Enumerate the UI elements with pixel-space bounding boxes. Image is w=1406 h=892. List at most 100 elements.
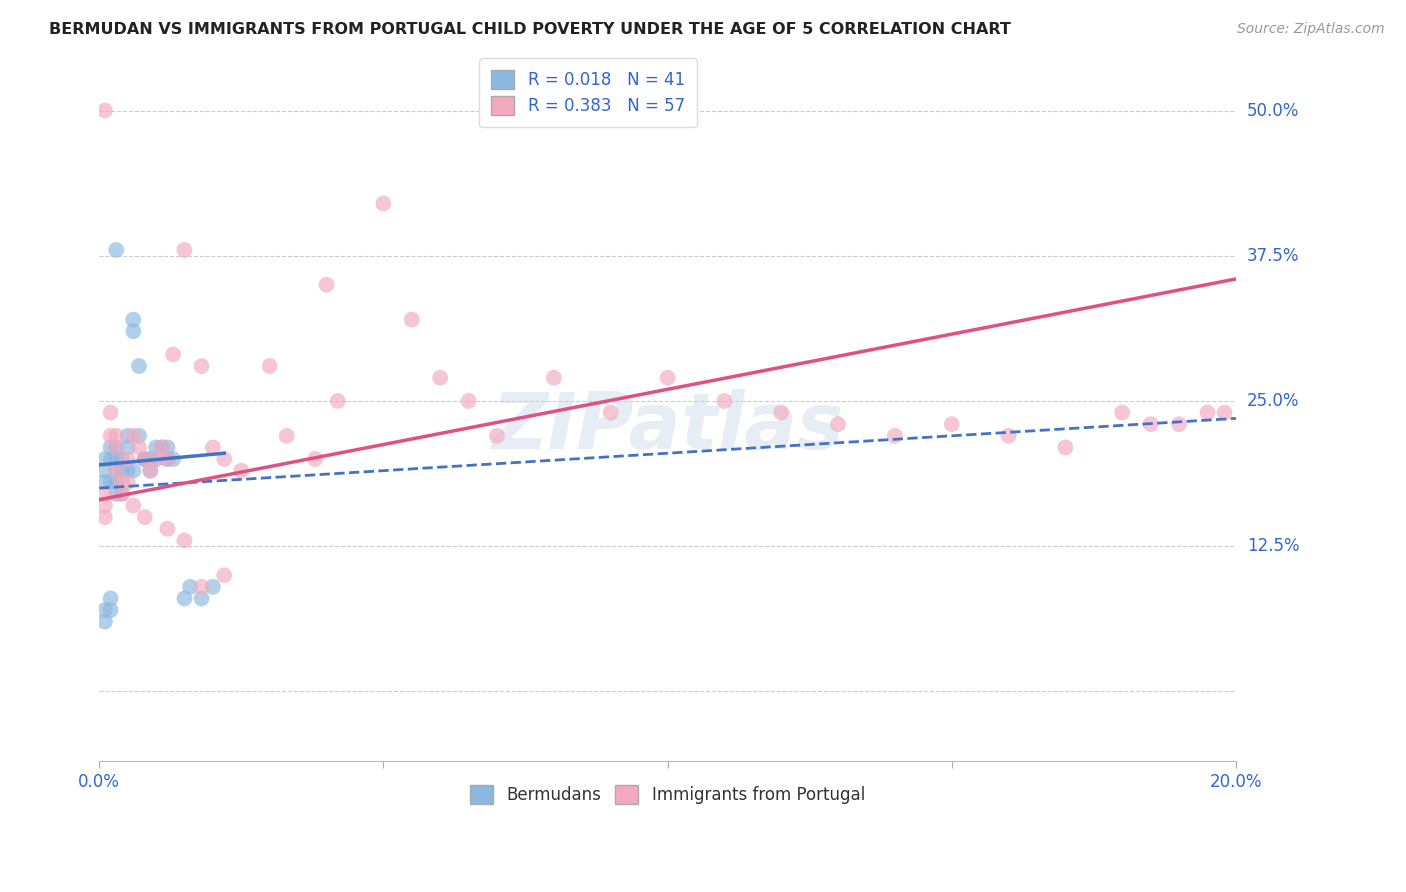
Text: BERMUDAN VS IMMIGRANTS FROM PORTUGAL CHILD POVERTY UNDER THE AGE OF 5 CORRELATIO: BERMUDAN VS IMMIGRANTS FROM PORTUGAL CHI…	[49, 22, 1011, 37]
Point	[128, 429, 150, 443]
Point	[150, 441, 173, 455]
Point	[190, 591, 212, 606]
Text: Source: ZipAtlas.com: Source: ZipAtlas.com	[1237, 22, 1385, 37]
Point	[156, 452, 179, 467]
Point	[94, 615, 117, 629]
Point	[401, 312, 423, 326]
Point	[139, 452, 162, 467]
Point	[122, 429, 145, 443]
Point	[162, 452, 184, 467]
Point	[173, 591, 195, 606]
Point	[111, 487, 134, 501]
Point	[212, 568, 235, 582]
Point	[100, 406, 122, 420]
Point	[122, 464, 145, 478]
Point	[304, 452, 326, 467]
Point	[231, 464, 253, 478]
Point	[713, 393, 735, 408]
Point	[145, 452, 167, 467]
Point	[179, 580, 201, 594]
Point	[117, 429, 139, 443]
Point	[100, 429, 122, 443]
Point	[117, 464, 139, 478]
Point	[122, 499, 145, 513]
Point	[1168, 417, 1191, 432]
Point	[173, 243, 195, 257]
Point	[94, 452, 117, 467]
Point	[259, 359, 281, 373]
Point	[373, 196, 395, 211]
Point	[599, 406, 621, 420]
Point	[105, 464, 128, 478]
Point	[201, 580, 224, 594]
Point	[1197, 406, 1219, 420]
Point	[117, 452, 139, 467]
Point	[1139, 417, 1161, 432]
Point	[111, 475, 134, 490]
Point	[128, 359, 150, 373]
Legend: Bermudans, Immigrants from Portugal: Bermudans, Immigrants from Portugal	[458, 772, 876, 815]
Point	[105, 429, 128, 443]
Point	[145, 441, 167, 455]
Point	[457, 393, 479, 408]
Point	[543, 370, 565, 384]
Point	[276, 429, 298, 443]
Point	[105, 475, 128, 490]
Point	[1054, 441, 1077, 455]
Point	[105, 487, 128, 501]
Point	[429, 370, 451, 384]
Point	[105, 464, 128, 478]
Text: 12.5%: 12.5%	[1247, 537, 1299, 555]
Point	[100, 475, 122, 490]
Point	[100, 441, 122, 455]
Point	[145, 452, 167, 467]
Point	[94, 464, 117, 478]
Point	[94, 499, 117, 513]
Point	[94, 475, 117, 490]
Text: 50.0%: 50.0%	[1247, 102, 1299, 120]
Point	[134, 510, 156, 524]
Point	[315, 277, 337, 292]
Point	[111, 464, 134, 478]
Point	[94, 487, 117, 501]
Point	[883, 429, 905, 443]
Point	[122, 324, 145, 338]
Point	[1213, 406, 1236, 420]
Point	[997, 429, 1019, 443]
Text: 37.5%: 37.5%	[1247, 247, 1299, 265]
Text: 25.0%: 25.0%	[1247, 392, 1299, 410]
Point	[111, 487, 134, 501]
Point	[156, 441, 179, 455]
Point	[94, 103, 117, 118]
Point	[326, 393, 349, 408]
Point	[111, 452, 134, 467]
Point	[122, 312, 145, 326]
Point	[156, 522, 179, 536]
Point	[212, 452, 235, 467]
Point	[173, 533, 195, 548]
Point	[657, 370, 679, 384]
Point	[94, 603, 117, 617]
Point	[486, 429, 509, 443]
Point	[105, 441, 128, 455]
Point	[134, 452, 156, 467]
Point	[105, 243, 128, 257]
Point	[128, 441, 150, 455]
Point	[139, 464, 162, 478]
Point	[100, 452, 122, 467]
Point	[941, 417, 963, 432]
Point	[94, 510, 117, 524]
Point	[100, 591, 122, 606]
Point	[156, 452, 179, 467]
Point	[134, 452, 156, 467]
Point	[190, 580, 212, 594]
Text: ZIPatlas: ZIPatlas	[492, 389, 844, 465]
Point	[134, 452, 156, 467]
Point	[1111, 406, 1133, 420]
Point	[100, 603, 122, 617]
Point	[150, 441, 173, 455]
Point	[770, 406, 793, 420]
Point	[117, 475, 139, 490]
Point	[139, 464, 162, 478]
Point	[827, 417, 849, 432]
